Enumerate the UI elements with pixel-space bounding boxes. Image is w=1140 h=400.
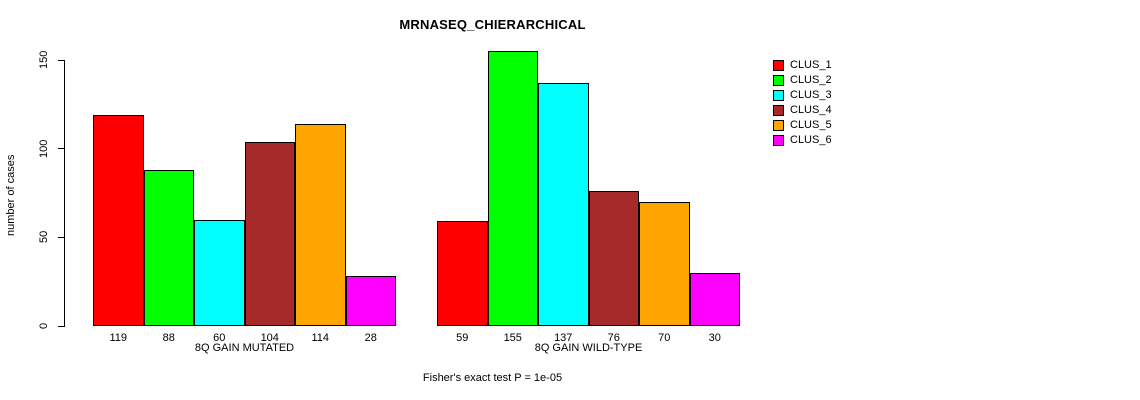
bar[interactable] [639, 201, 690, 326]
bar[interactable] [295, 123, 346, 326]
bar-value-label: 70 [658, 332, 671, 344]
legend-item-label: CLUS_3 [790, 89, 832, 101]
bar-value-label: 137 [554, 332, 573, 344]
legend-item-label: CLUS_4 [790, 104, 832, 116]
bar[interactable] [487, 51, 538, 326]
legend-color-swatch [773, 120, 784, 131]
bar-value-label: 28 [364, 332, 377, 344]
chart-title-text: MRNASEQ_CHIERARCHICAL [399, 17, 586, 32]
y-axis-tick [58, 59, 65, 61]
bar[interactable] [345, 276, 396, 326]
bar[interactable] [689, 272, 740, 326]
page-title: MRNASEQ_CHIERARCHICAL [0, 17, 1140, 32]
bar[interactable] [244, 141, 295, 326]
statistical-annotation: Fisher's exact test P = 1e-05 [0, 372, 1140, 384]
legend-item-label: CLUS_5 [790, 119, 832, 131]
y-axis-tick [58, 236, 65, 238]
bar-value-label: 88 [162, 332, 175, 344]
legend-color-swatch [773, 60, 784, 71]
bar[interactable] [538, 83, 589, 326]
legend-item[interactable]: CLUS_5 [773, 118, 832, 133]
legend-item[interactable]: CLUS_3 [773, 88, 832, 103]
legend-item[interactable]: CLUS_1 [773, 58, 832, 73]
legend-item[interactable]: CLUS_6 [773, 133, 832, 148]
legend-color-swatch [773, 105, 784, 116]
legend-item-label: CLUS_6 [790, 134, 832, 146]
bar[interactable] [194, 219, 245, 326]
bar[interactable] [143, 169, 194, 326]
bar-value-label: 59 [456, 332, 469, 344]
bar[interactable] [93, 114, 144, 326]
legend-item[interactable]: CLUS_2 [773, 73, 832, 88]
bar-value-label: 30 [708, 332, 721, 344]
bar-value-label: 76 [607, 332, 620, 344]
y-axis-line [64, 60, 65, 326]
legend-color-swatch [773, 90, 784, 101]
legend: CLUS_1 CLUS_2 CLUS_3 CLUS_4 CLUS_5 CLUS_6 [773, 58, 832, 148]
x-axis-group-label: 8Q GAIN WILD-TYPE [534, 342, 643, 354]
legend-item-label: CLUS_2 [790, 74, 832, 86]
bar-value-label: 155 [503, 332, 522, 344]
y-axis-tick [58, 148, 65, 150]
x-axis-group-label: 8Q GAIN MUTATED [194, 342, 295, 354]
legend-color-swatch [773, 75, 784, 86]
bar-value-label: 104 [260, 332, 279, 344]
bar[interactable] [437, 221, 488, 326]
bar-value-label: 119 [109, 332, 128, 344]
bar[interactable] [588, 191, 639, 326]
legend-item-label: CLUS_1 [790, 59, 832, 71]
y-axis-tick [58, 325, 65, 327]
legend-item[interactable]: CLUS_4 [773, 103, 832, 118]
bar-value-label: 114 [311, 332, 330, 344]
bar-value-label: 60 [213, 332, 226, 344]
legend-color-swatch [773, 135, 784, 146]
footer-note-text: Fisher's exact test P = 1e-05 [422, 372, 563, 384]
